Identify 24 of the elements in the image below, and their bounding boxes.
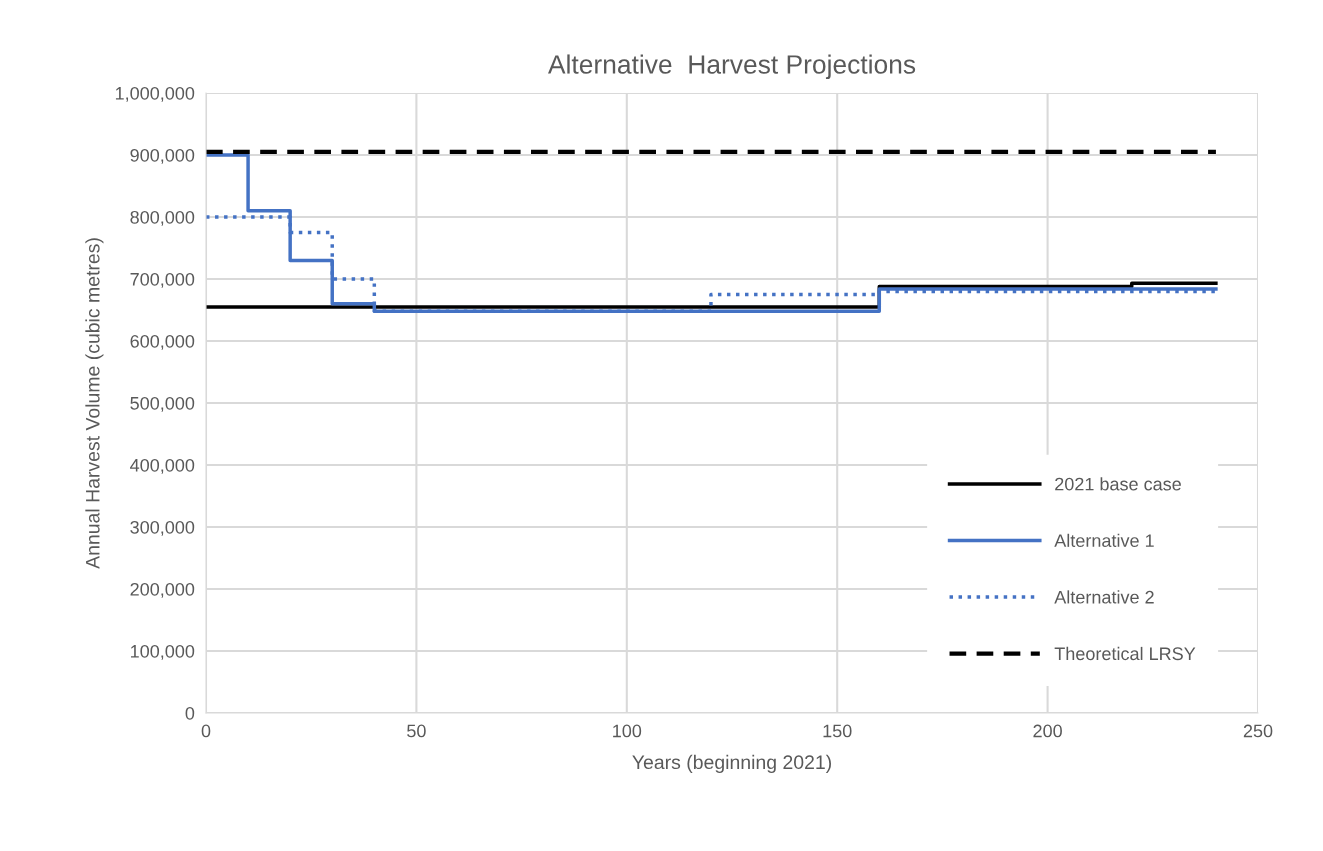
y-tick-label: 200,000 xyxy=(130,582,195,598)
y-tick-label: 1,000,000 xyxy=(115,86,195,102)
legend-label: Alternative 1 xyxy=(1054,533,1154,548)
chart-title: Alternative Harvest Projections xyxy=(548,54,916,80)
y-tick-label: 800,000 xyxy=(130,210,195,226)
x-tick-label: 250 xyxy=(1243,724,1273,738)
x-tick-label: 50 xyxy=(407,724,426,738)
y-tick-label: 500,000 xyxy=(130,396,195,412)
y-tick-label: 700,000 xyxy=(130,272,195,288)
legend-label: Theoretical LRSY xyxy=(1054,646,1196,661)
y-tick-label: 600,000 xyxy=(130,334,195,350)
y-tick-label: 400,000 xyxy=(130,458,195,474)
y-axis-title: Annual Harvest Volume (cubic metres) xyxy=(85,238,104,569)
x-tick-label: 0 xyxy=(201,724,211,738)
y-tick-label: 100,000 xyxy=(131,644,195,660)
x-tick-label: 200 xyxy=(1033,724,1062,738)
x-tick-label: 150 xyxy=(823,724,852,738)
x-tick-label: 100 xyxy=(613,724,642,738)
y-tick-label: 300,000 xyxy=(130,520,195,536)
y-tick-label: 900,000 xyxy=(130,148,195,164)
legend-label: Alternative 2 xyxy=(1054,590,1154,604)
y-tick-label: 0 xyxy=(185,706,195,720)
x-axis-title: Years (beginning 2021) xyxy=(632,754,831,773)
legend-label: 2021 base case xyxy=(1055,477,1181,491)
